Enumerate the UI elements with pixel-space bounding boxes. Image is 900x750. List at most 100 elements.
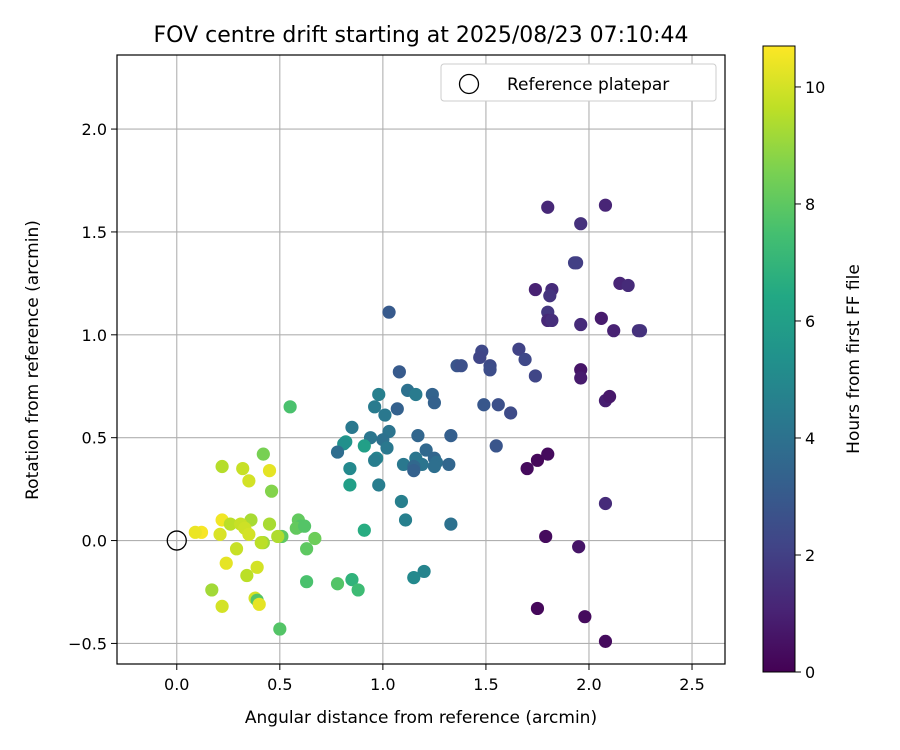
- data-point: [380, 441, 394, 455]
- data-point: [574, 371, 588, 385]
- legend-box: [440, 63, 717, 102]
- x-tick-label: 2.5: [679, 675, 704, 694]
- data-point: [602, 389, 617, 404]
- data-point: [427, 459, 441, 474]
- data-point: [621, 278, 635, 293]
- data-point: [271, 529, 285, 544]
- data-point: [378, 408, 392, 422]
- data-point: [368, 453, 382, 467]
- data-point: [442, 457, 456, 472]
- y-axis-label: Rotation from reference (arcmin): [23, 220, 43, 500]
- data-point: [574, 217, 588, 231]
- x-tick-label: 0.5: [267, 675, 292, 694]
- data-point: [215, 459, 229, 474]
- data-point: [541, 447, 555, 461]
- data-point: [528, 282, 542, 297]
- colorbar-label: Hours from first FF file: [844, 264, 864, 454]
- colorbar-tick-label: 8: [805, 195, 815, 214]
- data-point: [300, 575, 314, 589]
- data-point: [396, 457, 411, 472]
- data-points: [188, 198, 648, 648]
- x-tick-label: 1.0: [370, 675, 395, 694]
- data-point: [530, 453, 545, 467]
- data-point: [392, 365, 406, 379]
- data-point: [409, 387, 423, 402]
- data-point: [483, 363, 497, 377]
- data-point: [343, 478, 357, 492]
- data-point: [411, 429, 425, 443]
- data-point: [213, 527, 227, 541]
- data-point: [240, 568, 254, 583]
- data-point: [229, 542, 244, 556]
- data-point: [427, 396, 441, 410]
- data-point: [188, 525, 202, 539]
- data-point: [372, 478, 386, 492]
- data-point: [518, 352, 532, 367]
- data-point: [545, 313, 559, 328]
- data-point: [489, 439, 503, 453]
- data-point: [477, 398, 491, 412]
- data-point: [444, 429, 458, 443]
- chart-title: FOV centre drift starting at 2025/08/23 …: [154, 23, 689, 48]
- data-point: [345, 420, 359, 434]
- colorbar-tick-label: 0: [805, 663, 815, 682]
- y-tick-label: 0.0: [82, 532, 107, 551]
- data-point: [454, 359, 468, 373]
- data-point: [390, 402, 404, 416]
- data-point: [407, 464, 421, 478]
- data-point: [297, 519, 312, 533]
- data-point: [250, 560, 264, 574]
- colorbar-gradient: [762, 45, 796, 673]
- data-point: [520, 461, 534, 476]
- data-point: [444, 517, 458, 531]
- data-point: [372, 387, 386, 402]
- colorbar: 0 2 4 6 8 10 Hours from first FF file: [762, 45, 864, 682]
- data-point: [242, 474, 256, 488]
- data-point: [205, 583, 219, 597]
- data-point: [607, 324, 621, 338]
- data-point: [398, 513, 413, 527]
- y-tick-label: −0.5: [68, 634, 107, 653]
- y-tick-label: 1.0: [82, 326, 107, 345]
- data-point: [273, 622, 287, 636]
- data-point: [264, 484, 279, 498]
- legend-reference-marker: [458, 73, 480, 95]
- data-point: [530, 601, 545, 616]
- x-tick-label: 1.5: [473, 675, 498, 694]
- data-point: [407, 570, 421, 585]
- data-point: [417, 564, 431, 579]
- data-point: [594, 311, 608, 325]
- y-tick-label: 2.0: [82, 120, 107, 139]
- data-point: [512, 342, 526, 356]
- data-point: [219, 556, 233, 570]
- data-point: [567, 256, 582, 270]
- x-tick-label: 2.0: [576, 675, 601, 694]
- y-axis: −0.5 0.0 0.5 1.0 1.5 2.0: [68, 120, 117, 653]
- colorbar-tick-label: 2: [805, 546, 815, 565]
- legend-entry-reference: Reference platepar: [507, 75, 669, 95]
- data-point: [262, 464, 277, 478]
- data-point: [598, 198, 613, 212]
- data-point: [504, 406, 518, 420]
- legend: Reference platepar: [440, 63, 717, 102]
- data-point: [357, 439, 371, 453]
- reference-marker: [166, 530, 187, 551]
- data-point: [357, 523, 371, 537]
- data-point: [473, 350, 487, 365]
- data-point: [242, 527, 256, 541]
- data-point: [308, 531, 322, 546]
- data-point: [262, 517, 277, 531]
- y-tick-label: 0.5: [82, 429, 107, 448]
- reference-marker-layer: [166, 530, 187, 551]
- x-tick-label: 0.0: [164, 675, 189, 694]
- data-point: [215, 599, 229, 613]
- y-tick-label: 1.5: [82, 223, 107, 242]
- colorbar-ticks: 0 2 4 6 8 10: [795, 78, 825, 682]
- data-point: [578, 610, 592, 624]
- colorbar-tick-label: 6: [805, 312, 815, 331]
- data-point: [394, 494, 409, 509]
- x-axis: 0.0 0.5 1.0 1.5 2.0 2.5: [164, 664, 705, 694]
- data-point: [491, 398, 505, 412]
- data-point: [574, 317, 588, 332]
